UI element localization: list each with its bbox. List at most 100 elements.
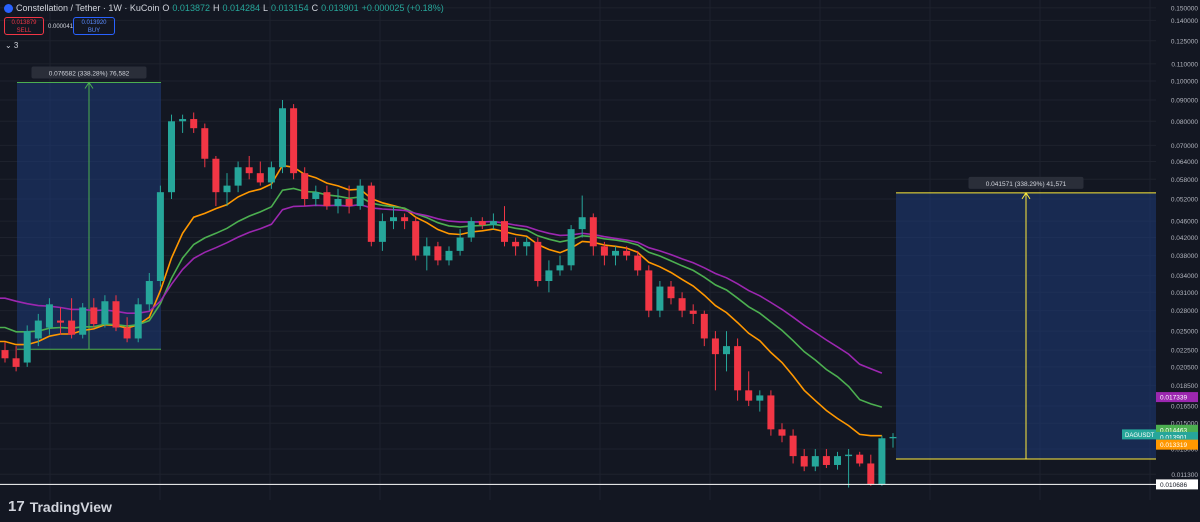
candle-body [45,304,53,328]
candle-body [723,346,730,355]
measure-2-arrow-head [1021,191,1031,200]
price-tag [1156,479,1198,490]
axis-tick-label: 0.064000 [1171,159,1198,166]
tradingview-mark-icon: 17 [8,498,25,515]
candle-body [334,198,342,207]
price-tag-label: 0.017339 [1160,395,1187,402]
price-tag [1156,392,1198,403]
axis-tick-label: 0.028000 [1171,308,1198,315]
price-tag-label: 0.014463 [1160,427,1187,434]
axis-tick-label: 0.125000 [1171,38,1198,45]
candle-body [467,221,475,238]
axis-tick-label: 0.031000 [1171,290,1198,297]
candle-body [423,246,431,256]
candle-body [434,246,442,261]
candle-body [223,185,231,193]
candle-body [756,395,764,401]
candle-body [711,338,719,355]
candle-body [378,221,386,242]
candle-body [534,241,542,282]
candle-body [301,173,309,199]
close-value: 0.013901 [321,3,359,13]
buy-button[interactable]: 0.013920 BUY [73,17,115,35]
price-tag [1156,431,1198,442]
candle-body [279,108,286,168]
axis-tick-label: 0.140000 [1171,18,1198,25]
candle-body [478,221,486,226]
measure-2-label-bg [968,176,1084,189]
candle-body [156,192,164,282]
candle-body [612,250,619,256]
candle-body [656,286,664,311]
axis-tick-label: 0.034000 [1171,273,1198,280]
indicators-toggle[interactable]: ⌄ 3 [5,41,19,50]
symbol-title[interactable]: Constellation / Tether · 1W · KuCoin [16,3,160,13]
axis-tick-label: 0.100000 [1171,79,1198,86]
candle-body [123,327,131,339]
high-value: 0.014284 [222,3,261,13]
candle-body [401,217,409,222]
axis-tick-label: 0.013000 [1171,447,1198,454]
price-tag [1156,424,1198,435]
change-value: +0.000025 (+0.18%) [361,3,444,13]
candle-body [623,250,631,256]
price-tag-label: 0.013319 [1160,442,1187,449]
axis-tick-label: 0.022500 [1171,348,1198,355]
axis-tick-label: 0.110000 [1171,61,1198,68]
candle-body [678,298,686,311]
candle-body [179,119,187,122]
axis-tick-label: 0.018500 [1171,383,1198,390]
candle-body [34,320,42,339]
candle-body [345,198,353,207]
candle-body [545,270,553,282]
candle-body [767,395,775,430]
axis-tick-label: 0.025000 [1171,329,1198,336]
candle-body [445,250,453,261]
candle-body [323,192,331,207]
candle-body [245,167,253,174]
candle-body [356,185,364,207]
candle-body [667,286,675,299]
price-tag-label: 0.010686 [1160,482,1187,489]
axis-tick-label: 0.011300 [1171,472,1198,479]
axis-tick-label: 0.042000 [1171,235,1198,242]
candle-body [12,358,20,367]
time-axis [0,500,1156,522]
symbol-logo-icon [4,3,13,13]
ema-line-1 [0,164,882,437]
candle-body [867,463,875,485]
open-value: 0.013872 [172,3,210,13]
candle-body [501,221,508,242]
symbol-tag [1122,429,1156,440]
candle-body [256,173,264,183]
ema-line-2 [0,187,883,408]
candle-body [700,313,708,339]
candle-body [845,454,853,457]
candle-body [456,237,464,251]
candle-body [634,255,642,271]
candle-body [489,221,497,226]
candle-body [556,265,564,271]
candle-body [168,121,175,193]
axis-tick-label: 0.080000 [1171,119,1198,126]
candle-body [689,310,697,314]
tradingview-logo[interactable]: 17 TradingView [8,498,112,515]
candle-body [878,438,886,485]
candle-body [523,241,531,247]
candle-body [79,307,87,335]
candle-body [800,456,808,467]
spread-value: 0.000041 [48,24,74,30]
candle-body [267,167,275,183]
candle-body [68,320,76,335]
candle-body [567,229,575,266]
candle-body [789,435,797,457]
axis-tick-label: 0.058000 [1171,177,1198,184]
candle-body [589,217,597,247]
axis-tick-label: 0.070000 [1171,143,1198,150]
axis-tick-label: 0.046000 [1171,219,1198,226]
candle-body [390,217,397,222]
candle-body [57,320,64,323]
candle-body [312,192,320,199]
sell-button[interactable]: 0.013879 SELL [4,17,44,35]
